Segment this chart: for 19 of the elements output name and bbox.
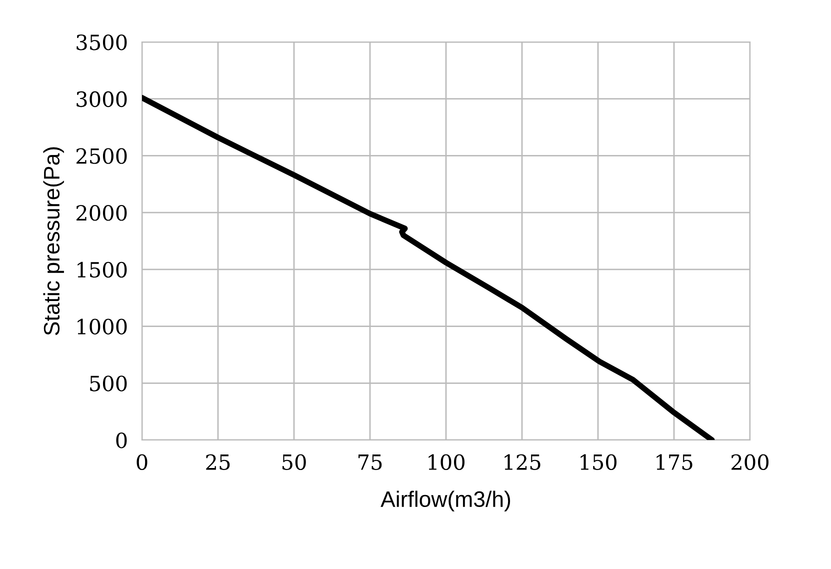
x-tick-label: 75 — [358, 454, 382, 470]
y-axis-title: Static pressure(Pa) — [43, 147, 64, 336]
x-axis-title: Airflow(m3/h) — [380, 490, 510, 512]
y-tick-label: 0 — [116, 432, 127, 448]
x-tick-label: 125 — [504, 454, 540, 470]
y-tick-label: 1000 — [78, 318, 127, 334]
x-tick-label: 100 — [428, 454, 464, 470]
y-tick-label: 3000 — [76, 91, 127, 108]
y-tick-label: 500 — [90, 376, 127, 392]
y-tick-label: 2500 — [76, 148, 127, 164]
x-tick-label: 150 — [580, 454, 616, 470]
x-tick-label: 200 — [732, 454, 768, 470]
x-tick-label: 50 — [282, 454, 306, 470]
x-tick-label: 175 — [656, 454, 692, 470]
y-tick-label: 2000 — [76, 205, 127, 221]
x-tick-label: 25 — [206, 454, 230, 470]
y-tick-label: 1500 — [78, 262, 127, 278]
x-tick-label: 0 — [136, 454, 148, 470]
y-tick-label: 3500 — [76, 34, 127, 50]
